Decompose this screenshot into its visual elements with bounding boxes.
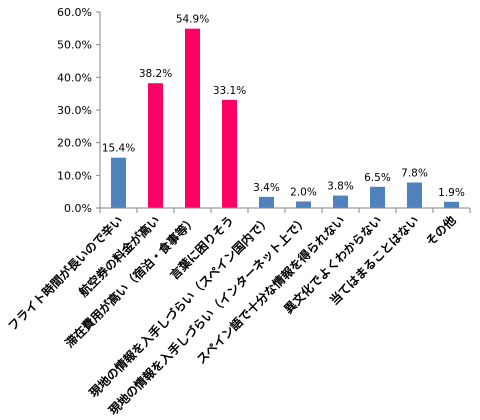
y-tick-label: 60.0% bbox=[57, 6, 92, 19]
data-label: 7.8% bbox=[401, 168, 428, 180]
bar bbox=[296, 201, 311, 208]
y-tick-label: 40.0% bbox=[57, 71, 92, 84]
bar bbox=[185, 28, 200, 208]
bar bbox=[148, 83, 163, 208]
bars: 15.4% 38.2% 54.9% 33.1% 3.4% 2.0% 3.8% 6.5% 7.8%… bbox=[102, 14, 465, 208]
bar bbox=[222, 99, 237, 208]
category-label: その他 bbox=[423, 213, 459, 249]
data-label: 3.4% bbox=[253, 182, 280, 194]
data-label: 33.1% bbox=[213, 85, 246, 97]
data-label: 6.5% bbox=[364, 172, 391, 184]
data-label: 38.2% bbox=[139, 68, 172, 80]
category-label: 滞在費用が高い（宿泊・食事等） bbox=[62, 213, 200, 351]
data-label: 1.9% bbox=[438, 187, 465, 199]
y-tick-label: 10.0% bbox=[57, 169, 92, 182]
data-label: 15.4% bbox=[102, 143, 135, 155]
y-tick-label: 20.0% bbox=[57, 137, 92, 150]
bar bbox=[444, 201, 459, 208]
bar bbox=[333, 195, 348, 208]
bar bbox=[111, 157, 126, 208]
y-tick-label: 30.0% bbox=[57, 104, 92, 117]
data-label: 54.9% bbox=[176, 14, 209, 26]
y-axis: 0.0% 10.0% 20.0% 30.0% 40.0% 50.0% 60.0% bbox=[57, 6, 101, 215]
bar bbox=[259, 196, 274, 208]
bar bbox=[370, 186, 385, 208]
y-tick-label: 50.0% bbox=[57, 39, 92, 52]
x-axis: フライト時間が長いので辛い航空券の料金が高い滞在費用が高い（宿泊・食事等）言葉に… bbox=[5, 207, 471, 418]
category-label: 言葉に困りそう bbox=[167, 213, 237, 283]
bar bbox=[407, 182, 422, 208]
data-label: 2.0% bbox=[290, 186, 317, 198]
y-tick-label: 0.0% bbox=[64, 202, 92, 215]
data-label: 3.8% bbox=[327, 181, 354, 193]
